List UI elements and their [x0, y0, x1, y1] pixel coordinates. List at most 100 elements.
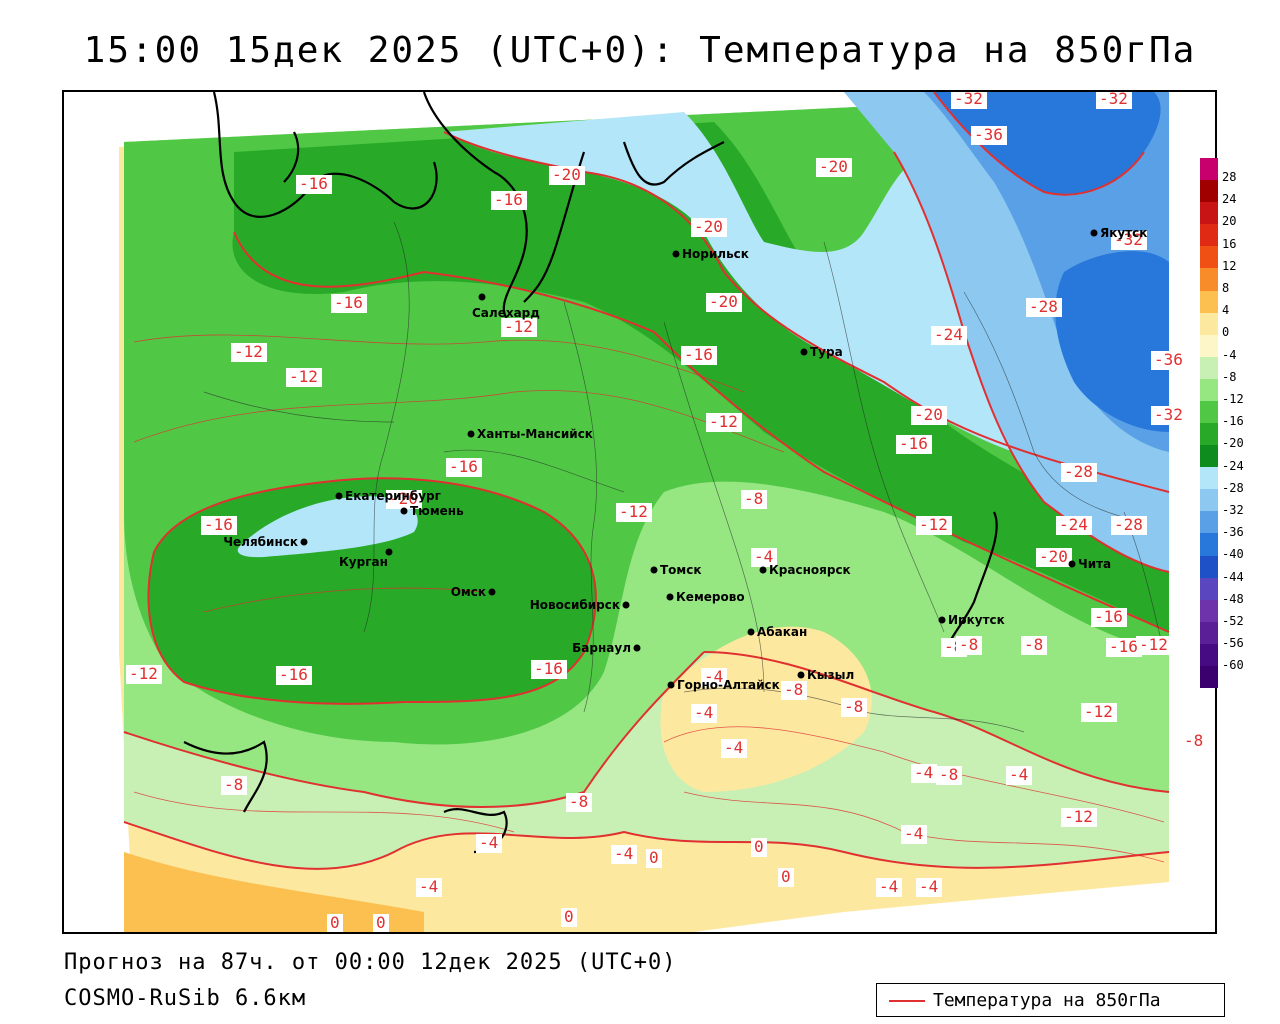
- contour-label-bg: [706, 413, 742, 432]
- colorbar-swatch: [1200, 665, 1218, 689]
- contour-label: -12: [129, 664, 158, 683]
- legend-label: Температура на 850гПа: [933, 990, 1161, 1011]
- contour-label-bg: [1106, 638, 1142, 657]
- city-label: Тюмень: [410, 504, 464, 518]
- colorbar-swatch: [1200, 378, 1218, 402]
- contour-label-bg: [126, 665, 162, 684]
- contour-label-bg: [916, 878, 942, 897]
- temperature-map: -16 -16 -20 -20 -20 -32 -32 -36 -32 -16 -12 -20 -28-…: [62, 90, 1217, 934]
- contour-label: -12: [1139, 635, 1168, 654]
- model-name: COSMO-RuSib 6.6км: [64, 986, 307, 1011]
- colorbar-tick-label: -40: [1222, 547, 1244, 562]
- contour-label-bg: [916, 516, 952, 535]
- contour-label: -16: [684, 345, 713, 364]
- colorbar-swatch: [1200, 334, 1218, 358]
- contour-label-bg: [1021, 636, 1047, 655]
- contour-label: -20: [694, 217, 723, 236]
- city-label: Абакан: [757, 625, 807, 639]
- contour-label-bg: [327, 914, 343, 932]
- contour-label: -12: [504, 317, 533, 336]
- legend-box: Температура на 850гПа: [876, 983, 1225, 1017]
- colorbar-swatch: [1200, 423, 1218, 446]
- city-label: Екатеринбург: [345, 489, 441, 503]
- contour-label-bg: [778, 868, 794, 887]
- contour-label: -8: [1184, 731, 1203, 750]
- contour-label: -28: [1114, 515, 1143, 534]
- contour-label: -4: [419, 877, 438, 896]
- zone-warm-south-2: [124, 852, 424, 932]
- legend-contour-swatch: [889, 1000, 925, 1002]
- city-dot: [797, 671, 805, 679]
- colorbar-tick-label: -16: [1222, 414, 1244, 429]
- contour-label: -8: [959, 635, 978, 654]
- contour-label: -16: [1109, 637, 1138, 656]
- colorbar-tick-label: -60: [1222, 658, 1244, 673]
- contour-label: 0: [649, 848, 659, 867]
- contour-label: -24: [934, 325, 963, 344]
- colorbar-swatch: [1200, 356, 1218, 380]
- isotherm-minus12-east: [703, 651, 1170, 793]
- contour-label: -8: [569, 792, 588, 811]
- contour-label: -32: [954, 92, 983, 108]
- contour-label: -32: [1154, 405, 1183, 424]
- colorbar-tick-label: -8: [1222, 369, 1237, 384]
- city-dot: [467, 430, 475, 438]
- city-dot: [300, 538, 308, 546]
- colorbar-swatch: [1200, 246, 1218, 269]
- colorbar-swatch: [1200, 533, 1218, 556]
- contour-label-bg: [221, 776, 247, 795]
- contour-label: -16: [494, 190, 523, 209]
- contour-label-bg: [1081, 703, 1117, 722]
- contour-label-bg: [1056, 516, 1092, 535]
- city-label: Тура: [810, 345, 843, 359]
- colorbar-swatch: [1200, 577, 1218, 601]
- contour-label-bg: [1151, 351, 1187, 370]
- city-dot: [478, 293, 486, 301]
- colorbar-tick-label: -36: [1222, 525, 1244, 540]
- contour-label-bg: [1111, 231, 1147, 250]
- contour-label: 0: [330, 913, 340, 932]
- contour-labels: -16-16-20-20-20-32 -32-36-32-16-12-20 -28-…: [126, 92, 1207, 932]
- contour-label-bg: [616, 503, 652, 522]
- contour-label: -8: [784, 680, 803, 699]
- city-label: Томск: [660, 563, 702, 577]
- contour-label-bg: [1181, 732, 1207, 751]
- contour-label: -16: [204, 515, 233, 534]
- contour-label: -20: [389, 489, 418, 508]
- colorbar-swatch: [1200, 268, 1218, 291]
- contour-label-bg: [501, 318, 537, 337]
- colorbar-swatch: [1200, 467, 1218, 490]
- colorbar-swatch: [1200, 158, 1218, 181]
- contour-label-bg: [476, 834, 502, 853]
- colorbar-tick-label: -24: [1222, 458, 1244, 473]
- colorbar-tick-label: -48: [1222, 591, 1244, 606]
- colorbar-tick-label: 20: [1222, 214, 1237, 229]
- contour-label: 0: [754, 837, 764, 856]
- contour-label: -8: [744, 489, 763, 508]
- contour-label-bg: [331, 294, 367, 313]
- contour-label-bg: [1151, 406, 1187, 425]
- contour-label: -24: [1059, 515, 1088, 534]
- city-label: Иркутск: [948, 613, 1005, 627]
- contour-label-bg: [971, 126, 1007, 145]
- city-dot: [666, 593, 674, 601]
- contour-label-bg: [691, 218, 727, 237]
- contour-label-bg: [741, 490, 767, 509]
- contour-label-bg: [611, 845, 637, 864]
- city-dot: [335, 492, 343, 500]
- contour-label: -12: [1064, 807, 1093, 826]
- isotherm-minus32-east: [933, 92, 1145, 196]
- colorbar-tick-label: -32: [1222, 503, 1244, 517]
- contour-label: -16: [299, 174, 328, 193]
- isotherm-minus16-west: [147, 477, 597, 705]
- colorbar-swatch: [1200, 290, 1218, 314]
- contour-label: -8: [224, 775, 243, 794]
- zone-deepest-blue-2: [1055, 251, 1169, 432]
- contour-label: -4: [724, 738, 743, 757]
- colorbar-swatch: [1200, 202, 1218, 225]
- contour-label-bg: [721, 739, 747, 758]
- contour-label: -16: [1094, 607, 1123, 626]
- contour-label: -20: [1039, 547, 1068, 566]
- city-dot: [633, 644, 641, 652]
- isotherm-minus8-south: [123, 821, 1170, 870]
